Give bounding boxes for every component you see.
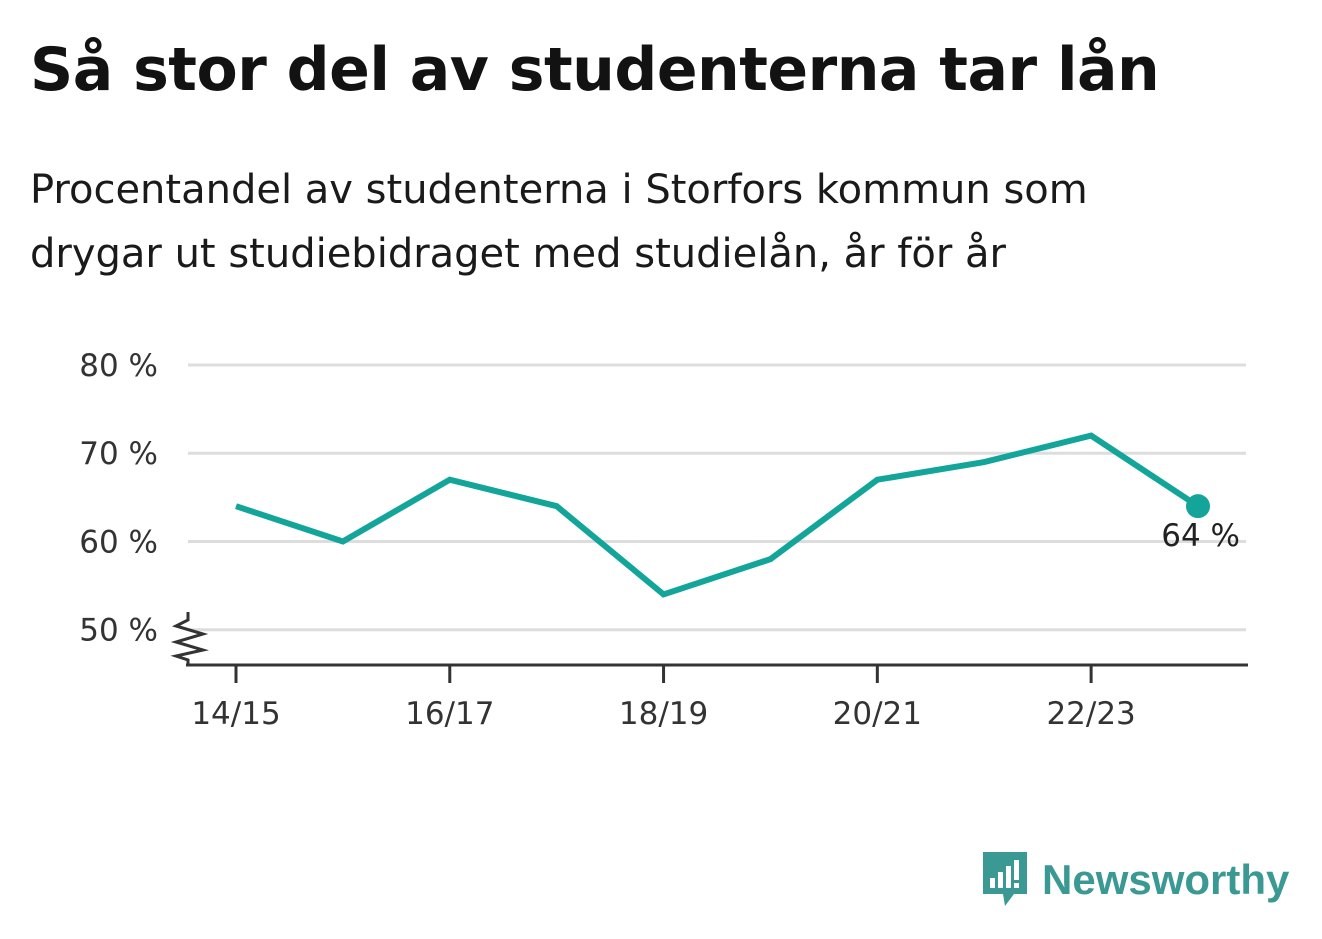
gridlines (188, 363, 1246, 632)
series: 64 % (235, 432, 1240, 598)
x-tick-label: 14/15 (191, 696, 280, 732)
last-point-marker (1186, 494, 1210, 519)
brand-name: Newsworthy (1042, 856, 1290, 903)
y-axis-ticks: 50 % 60 % 70 % 80 % (79, 348, 158, 649)
chart-title: Så stor del av studenterna tar lån (30, 35, 1160, 105)
y-tick-label: 70 % (79, 436, 158, 472)
end-value-label: 64 % (1161, 518, 1240, 554)
y-tick-label: 50 % (79, 613, 158, 649)
x-tick-label: 22/23 (1046, 696, 1135, 732)
y-tick-label: 60 % (79, 524, 158, 560)
bar-chart-icon (983, 852, 1027, 906)
chart-subtitle: Procentandel av studenterna i Storfors k… (30, 167, 1088, 277)
x-tick-label: 20/21 (833, 696, 922, 732)
y-tick-label: 80 % (79, 348, 158, 384)
series-line (235, 432, 1200, 598)
newsworthy-logo: Newsworthy (980, 850, 1289, 910)
y-axis-break-icon (170, 612, 209, 666)
x-axis-ticks: 14/15 16/17 18/19 20/21 22/23 (191, 665, 1136, 732)
x-tick-label: 18/19 (619, 696, 708, 732)
x-tick-label: 16/17 (405, 696, 494, 732)
